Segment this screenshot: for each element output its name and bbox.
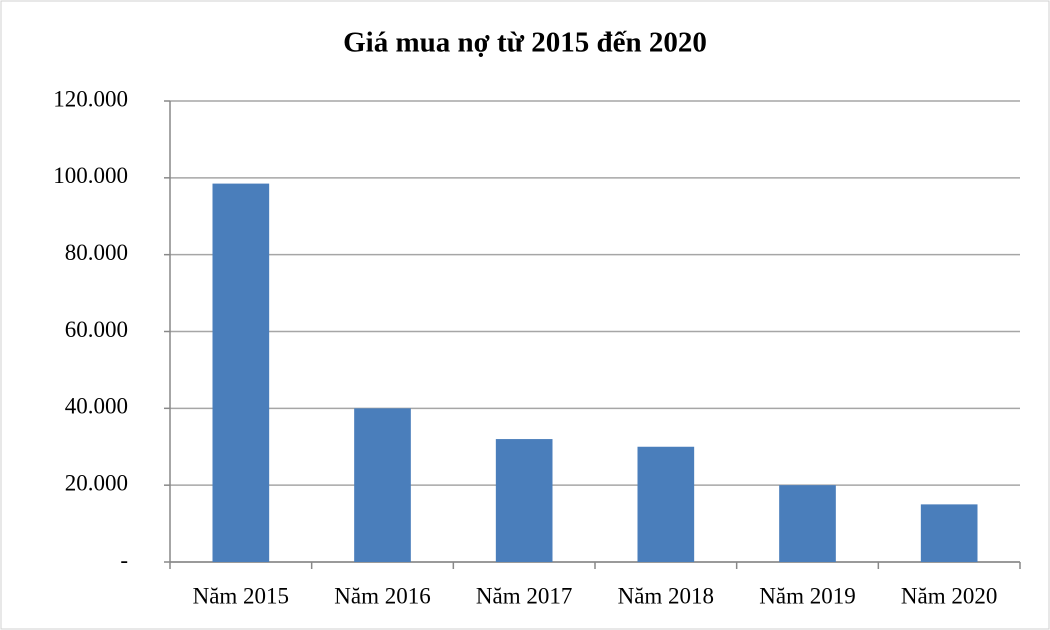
y-tick-label: 100.000 bbox=[53, 163, 128, 188]
x-tick-label: Năm 2017 bbox=[476, 583, 572, 608]
y-tick-label: 60.000 bbox=[65, 317, 128, 342]
bar bbox=[495, 439, 553, 562]
bar bbox=[637, 446, 695, 562]
bar bbox=[920, 504, 978, 562]
x-tick-label: Năm 2019 bbox=[759, 583, 855, 608]
x-tick-label: Năm 2015 bbox=[193, 583, 289, 608]
y-tick-label: - bbox=[120, 547, 128, 572]
x-tick-label: Năm 2016 bbox=[334, 583, 430, 608]
bar bbox=[779, 485, 836, 562]
chart-title: Giá mua nợ từ 2015 đến 2020 bbox=[343, 27, 707, 59]
bar bbox=[354, 408, 411, 562]
y-tick-label: 20.000 bbox=[65, 470, 128, 495]
y-tick-label: 120.000 bbox=[53, 86, 128, 111]
x-tick-label: Năm 2018 bbox=[618, 583, 714, 608]
x-tick-label: Năm 2020 bbox=[901, 583, 997, 608]
y-tick-label: 80.000 bbox=[65, 240, 128, 265]
y-tick-label: 40.000 bbox=[65, 394, 128, 419]
bar bbox=[212, 183, 270, 563]
